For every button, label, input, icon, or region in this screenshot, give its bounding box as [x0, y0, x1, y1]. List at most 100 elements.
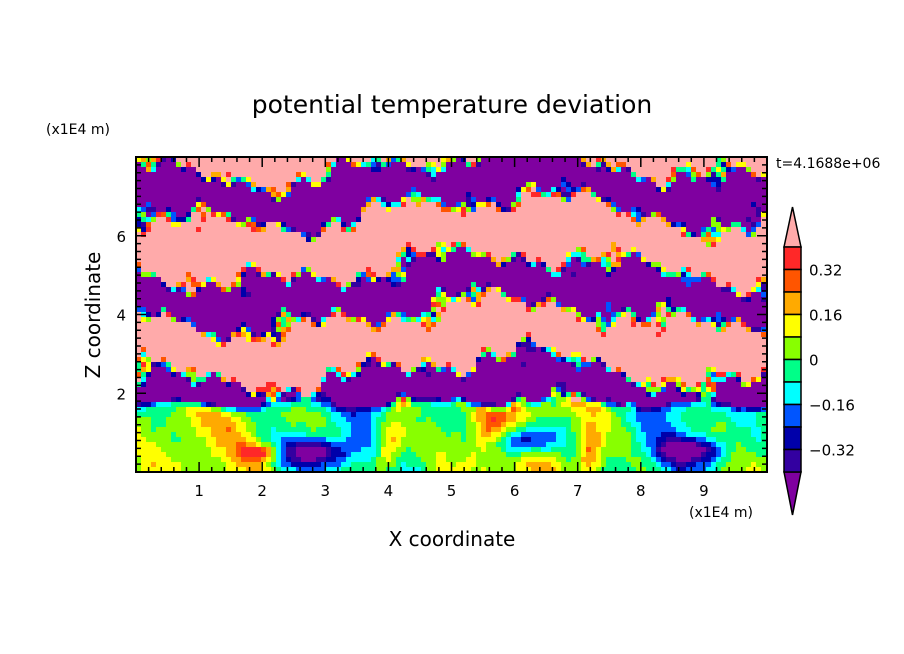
contour-cell: [476, 192, 482, 198]
contour-cell: [451, 417, 457, 423]
contour-cell: [386, 377, 392, 383]
contour-cell: [361, 362, 367, 368]
contour-cell: [281, 347, 287, 353]
contour-cell: [481, 407, 487, 413]
contour-cell: [466, 347, 472, 353]
contour-cell: [316, 357, 322, 363]
contour-cell: [376, 187, 382, 193]
contour-cell: [226, 422, 232, 428]
contour-cell: [286, 347, 292, 353]
contour-cell: [241, 367, 247, 373]
contour-cell: [231, 442, 237, 448]
contour-cell: [491, 197, 497, 203]
contour-cell: [306, 172, 312, 178]
contour-cell: [161, 192, 167, 198]
contour-cell: [386, 222, 392, 228]
contour-cell: [286, 327, 292, 333]
contour-cell: [351, 292, 357, 298]
contour-cell: [481, 337, 487, 343]
contour-cell: [436, 222, 442, 228]
contour-cell: [471, 167, 477, 173]
contour-cell: [146, 442, 152, 448]
contour-cell: [346, 437, 352, 443]
contour-cell: [406, 177, 412, 183]
contour-cell: [221, 462, 227, 468]
contour-cell: [286, 282, 292, 288]
contour-cell: [346, 442, 352, 448]
contour-cell: [171, 212, 177, 218]
contour-cell: [501, 437, 507, 443]
contour-cell: [326, 332, 332, 338]
contour-cell: [476, 262, 482, 268]
contour-cell: [471, 237, 477, 243]
contour-cell: [496, 262, 502, 268]
contour-cell: [141, 157, 147, 163]
contour-cell: [246, 367, 252, 373]
contour-cell: [211, 197, 217, 203]
contour-cell: [301, 307, 307, 313]
contour-cell: [501, 397, 507, 403]
contour-cell: [496, 177, 502, 183]
contour-cell: [381, 237, 387, 243]
contour-cell: [296, 322, 302, 328]
contour-cell: [221, 177, 227, 183]
contour-cell: [461, 227, 467, 233]
contour-cell: [266, 292, 272, 298]
contour-cell: [441, 282, 447, 288]
contour-cell: [236, 372, 242, 378]
contour-cell: [401, 277, 407, 283]
contour-cell: [246, 317, 252, 323]
contour-cell: [356, 232, 362, 238]
contour-cell: [516, 427, 522, 433]
contour-cell: [356, 422, 362, 428]
contour-cell: [171, 412, 177, 418]
contour-cell: [521, 357, 527, 363]
contour-cell: [446, 257, 452, 263]
contour-cell: [461, 237, 467, 243]
contour-cell: [461, 272, 467, 278]
contour-cell: [216, 432, 222, 438]
contour-cell: [451, 427, 457, 433]
contour-cell: [231, 157, 237, 163]
contour-cell: [306, 377, 312, 383]
contour-cell: [286, 437, 292, 443]
contour-cell: [496, 337, 502, 343]
contour-cell: [146, 397, 152, 403]
contour-cell: [331, 297, 337, 303]
contour-cell: [196, 202, 202, 208]
contour-cell: [396, 337, 402, 343]
contour-cell: [471, 382, 477, 388]
contour-cell: [216, 232, 222, 238]
contour-cell: [301, 422, 307, 428]
contour-cell: [231, 307, 237, 313]
contour-cell: [296, 382, 302, 388]
contour-cell: [176, 387, 182, 393]
contour-cell: [156, 422, 162, 428]
contour-cell: [471, 292, 477, 298]
contour-cell: [271, 357, 277, 363]
contour-cell: [521, 172, 527, 178]
contour-cell: [321, 217, 327, 223]
contour-cell: [171, 262, 177, 268]
contour-cell: [461, 287, 467, 293]
contour-cell: [296, 292, 302, 298]
contour-cell: [271, 402, 277, 408]
contour-cell: [271, 307, 277, 313]
contour-cell: [386, 457, 392, 463]
contour-cell: [241, 227, 247, 233]
contour-cell: [481, 302, 487, 308]
contour-cell: [396, 177, 402, 183]
contour-cell: [471, 177, 477, 183]
contour-cell: [451, 462, 457, 468]
contour-cell: [156, 427, 162, 433]
contour-cell: [441, 157, 447, 163]
contour-cell: [171, 242, 177, 248]
contour-cell: [346, 212, 352, 218]
contour-cell: [396, 372, 402, 378]
contour-cell: [521, 237, 527, 243]
contour-cell: [361, 312, 367, 318]
contour-cell: [156, 362, 162, 368]
contour-cell: [371, 357, 377, 363]
contour-cell: [171, 192, 177, 198]
contour-cell: [311, 207, 317, 213]
